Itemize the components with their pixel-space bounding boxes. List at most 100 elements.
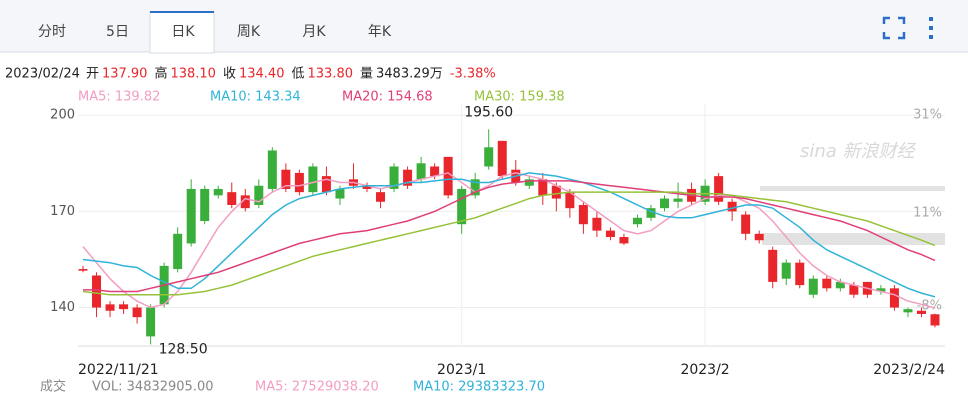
- x-tick-label: 2023/2/24: [873, 362, 945, 378]
- fullscreen-icon[interactable]: [882, 16, 906, 40]
- candle-body: [78, 269, 88, 271]
- info-label: 高: [154, 66, 167, 82]
- candle-body: [632, 217, 642, 225]
- y-tick-label: 200: [50, 108, 75, 123]
- candle-body: [524, 179, 534, 186]
- more-icon[interactable]: [929, 17, 933, 39]
- candle-body: [240, 195, 250, 209]
- candle-body: [889, 288, 899, 308]
- candle-body: [254, 185, 264, 205]
- candle-body: [754, 233, 764, 241]
- candle-body: [605, 230, 615, 238]
- candle-body: [470, 179, 480, 196]
- info-label: 低: [291, 67, 304, 82]
- candle-body: [781, 262, 791, 279]
- candle-body: [768, 249, 778, 282]
- candle-body: [497, 140, 507, 177]
- tab-label[interactable]: 年K: [368, 24, 392, 40]
- candle-body: [376, 192, 386, 202]
- x-tick-label: 2023/2: [680, 362, 729, 378]
- watermark: sina 新浪财经: [800, 141, 917, 162]
- volume-info: 成交: [40, 379, 66, 395]
- candle-body: [660, 198, 670, 209]
- ma-line: [82, 172, 936, 298]
- info-value: 134.40: [239, 67, 285, 82]
- candle-body: [443, 156, 453, 196]
- candle-body: [619, 237, 629, 244]
- dot[interactable]: [929, 17, 933, 21]
- candle-body: [930, 314, 940, 326]
- candle-body: [92, 275, 102, 308]
- tab-label[interactable]: 月K: [302, 24, 326, 40]
- info-label: 收: [223, 67, 236, 82]
- high-annotation: 195.60: [464, 105, 513, 121]
- volume-info: MA5: 27529038.20: [255, 380, 379, 395]
- candle-body: [267, 150, 277, 189]
- candle-body: [714, 176, 724, 202]
- info-label: 量: [360, 67, 373, 82]
- candle-body: [308, 166, 318, 193]
- info-value: 137.90: [102, 67, 148, 82]
- candle-body: [646, 208, 656, 218]
- candle-body: [281, 169, 291, 189]
- candle-body: [403, 169, 413, 186]
- fullscreen-glyph[interactable]: [882, 16, 906, 40]
- candle-body: [673, 198, 683, 202]
- candle-body: [903, 309, 913, 313]
- candle-body: [592, 217, 602, 231]
- candle-body: [186, 188, 196, 244]
- info-value: 3483.29万: [376, 67, 443, 82]
- candle-body: [876, 288, 886, 292]
- tab-label[interactable]: 周K: [237, 24, 261, 40]
- candle-body: [132, 307, 142, 318]
- tab-label[interactable]: 5日: [106, 24, 129, 40]
- candle-body: [213, 188, 223, 196]
- candle-body: [551, 185, 561, 199]
- info-change: -3.38%: [450, 67, 496, 82]
- active-tab[interactable]: [149, 11, 215, 54]
- candle-body: [822, 278, 832, 289]
- low-annotation: 128.50: [159, 341, 208, 357]
- price-band: [760, 186, 945, 191]
- tab-label[interactable]: 日K: [171, 24, 195, 40]
- candle-body: [119, 304, 129, 310]
- candle-body: [916, 310, 926, 314]
- tab-bar: [0, 0, 968, 52]
- x-tick-label: 2023/1: [437, 362, 486, 378]
- candle-body: [146, 307, 156, 337]
- candle-body: [808, 278, 818, 295]
- volume-info: MA10: 29383323.70: [413, 380, 545, 395]
- candle-body: [430, 166, 440, 177]
- legend-entry: MA5: 139.82: [78, 90, 160, 105]
- candle-body: [727, 201, 737, 212]
- info-value: 138.10: [170, 67, 216, 82]
- info-date: 2023/02/24: [5, 67, 80, 82]
- tab-label[interactable]: 分时: [38, 24, 66, 40]
- candle-body: [457, 188, 467, 225]
- candle-body: [362, 185, 372, 189]
- volume-info: VOL: 34832905.00: [92, 380, 214, 395]
- info-label: 开: [86, 67, 99, 82]
- info-value: 133.80: [308, 67, 354, 82]
- ma-line: [83, 180, 936, 293]
- candle-body: [795, 262, 805, 286]
- price-band: [762, 233, 945, 245]
- candle-body: [335, 188, 345, 199]
- candle-body: [321, 176, 331, 193]
- dot[interactable]: [929, 26, 933, 30]
- y2-tick-label: 11%: [913, 206, 942, 221]
- legend-entry: MA20: 154.68: [342, 90, 433, 105]
- x-tick-label: 2022/11/21: [78, 362, 159, 378]
- candle-body: [484, 147, 494, 167]
- candle-body: [565, 192, 575, 209]
- candle-body: [173, 233, 183, 270]
- ma-line: [82, 191, 936, 296]
- candle-body: [294, 172, 304, 193]
- dot[interactable]: [929, 35, 933, 39]
- ma-line: [82, 172, 936, 309]
- candle-body: [227, 192, 237, 205]
- candle-body: [741, 214, 751, 234]
- candle-body: [416, 163, 426, 180]
- candle-body: [835, 281, 845, 289]
